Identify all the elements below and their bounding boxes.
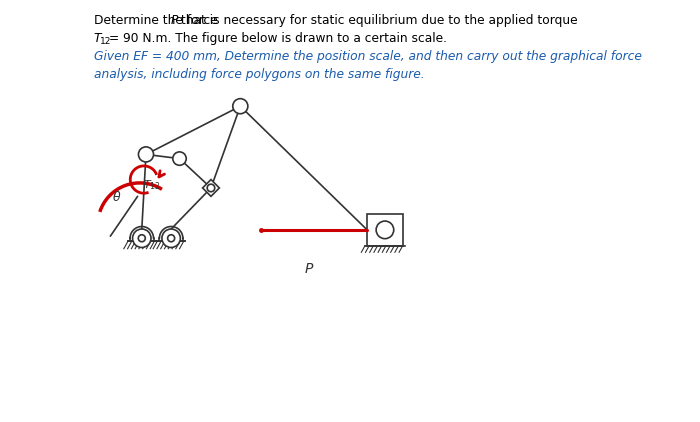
Circle shape	[139, 235, 146, 242]
Text: Determine the force: Determine the force	[94, 14, 221, 27]
Text: 12: 12	[100, 37, 112, 46]
Circle shape	[233, 99, 248, 114]
Circle shape	[167, 235, 174, 242]
Circle shape	[376, 221, 393, 239]
Text: Given EF = 400 mm, Determine the position scale, and then carry out the graphica: Given EF = 400 mm, Determine the positio…	[94, 50, 641, 63]
Polygon shape	[202, 179, 219, 196]
Text: analysis, including force polygons on the same figure.: analysis, including force polygons on th…	[94, 68, 424, 81]
Text: = 90 N.m. The figure below is drawn to a certain scale.: = 90 N.m. The figure below is drawn to a…	[109, 32, 447, 45]
Text: P: P	[171, 14, 178, 27]
Text: T: T	[94, 32, 101, 45]
Text: $T_{12}$: $T_{12}$	[144, 178, 162, 192]
Circle shape	[173, 152, 186, 165]
Circle shape	[139, 147, 153, 162]
Text: $\theta$: $\theta$	[111, 189, 121, 203]
Circle shape	[207, 184, 215, 192]
Text: P: P	[304, 262, 313, 276]
Circle shape	[162, 229, 181, 247]
Text: that is necessary for static equilibrium due to the applied torque: that is necessary for static equilibrium…	[176, 14, 578, 27]
Bar	[367, 214, 402, 246]
Circle shape	[132, 229, 151, 247]
